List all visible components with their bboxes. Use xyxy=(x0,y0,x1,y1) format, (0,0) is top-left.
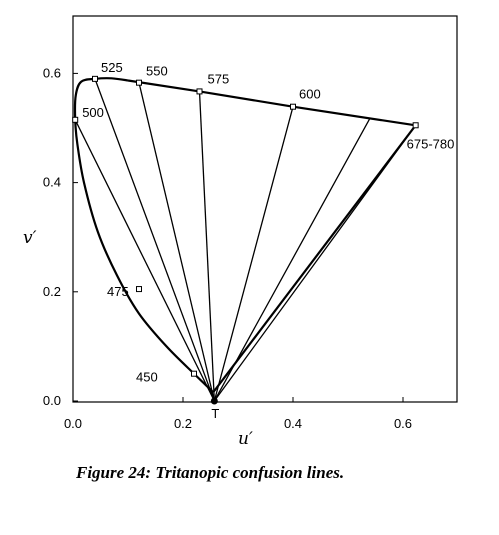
confusion-line xyxy=(74,119,215,402)
wavelength-label: 575 xyxy=(208,71,230,86)
wavelength-label: 450 xyxy=(136,370,158,385)
wavelength-marker xyxy=(412,122,419,129)
y-tick-label: 0.6 xyxy=(43,65,61,80)
confusion-line xyxy=(94,78,215,402)
plot-border xyxy=(72,15,458,403)
wavelength-label: 500 xyxy=(82,105,104,120)
x-tick-label: 0.4 xyxy=(284,416,302,431)
y-tick-label: 0.0 xyxy=(43,393,61,408)
wavelength-marker xyxy=(196,88,203,95)
chromaticity-chart: 0.0 0.2 0.4 0.6 0.0 0.2 0.4 0.6 450 475 500 525 550… xyxy=(23,15,458,449)
y-tick-label: 0.2 xyxy=(43,284,61,299)
x-tick-label: 0.0 xyxy=(64,416,82,431)
spectrum-locus-curve xyxy=(73,77,215,394)
copunctal-point-label: T xyxy=(211,406,219,421)
purple-line xyxy=(212,124,417,393)
figure-caption: Figure 24: Tritanopic confusion lines. xyxy=(76,463,345,482)
confusion-line xyxy=(213,106,294,402)
wavelength-label: 600 xyxy=(299,87,321,102)
wavelength-marker xyxy=(92,75,98,82)
confusion-line xyxy=(198,91,215,402)
copunctal-point-marker xyxy=(210,397,218,405)
spectrum-locus-upper xyxy=(127,79,416,127)
confusion-lines xyxy=(74,78,417,402)
axis-ticks: 0.0 0.2 0.4 0.6 0.0 0.2 0.4 0.6 xyxy=(43,65,412,431)
wavelength-label: 525 xyxy=(101,60,123,75)
plot-frame xyxy=(72,15,458,403)
wavelength-marker xyxy=(136,79,142,86)
x-tick-label: 0.6 xyxy=(394,416,412,431)
x-axis-label: u′ xyxy=(238,429,253,449)
wavelength-marker xyxy=(72,116,79,123)
wavelength-label: 550 xyxy=(146,64,168,79)
wavelength-markers: 450 475 500 525 550 575 600 675-780 T xyxy=(72,60,455,421)
y-tick-label: 0.4 xyxy=(43,175,61,190)
wavelength-marker xyxy=(191,370,197,377)
wavelength-label: 675-780 xyxy=(407,136,455,151)
confusion-line xyxy=(138,82,215,402)
confusion-line xyxy=(213,117,371,402)
wavelength-marker xyxy=(290,103,296,110)
x-tick-label: 0.2 xyxy=(174,416,192,431)
wavelength-marker xyxy=(136,286,142,293)
wavelength-label: 475 xyxy=(107,284,129,299)
y-axis-label: v′ xyxy=(23,228,37,248)
